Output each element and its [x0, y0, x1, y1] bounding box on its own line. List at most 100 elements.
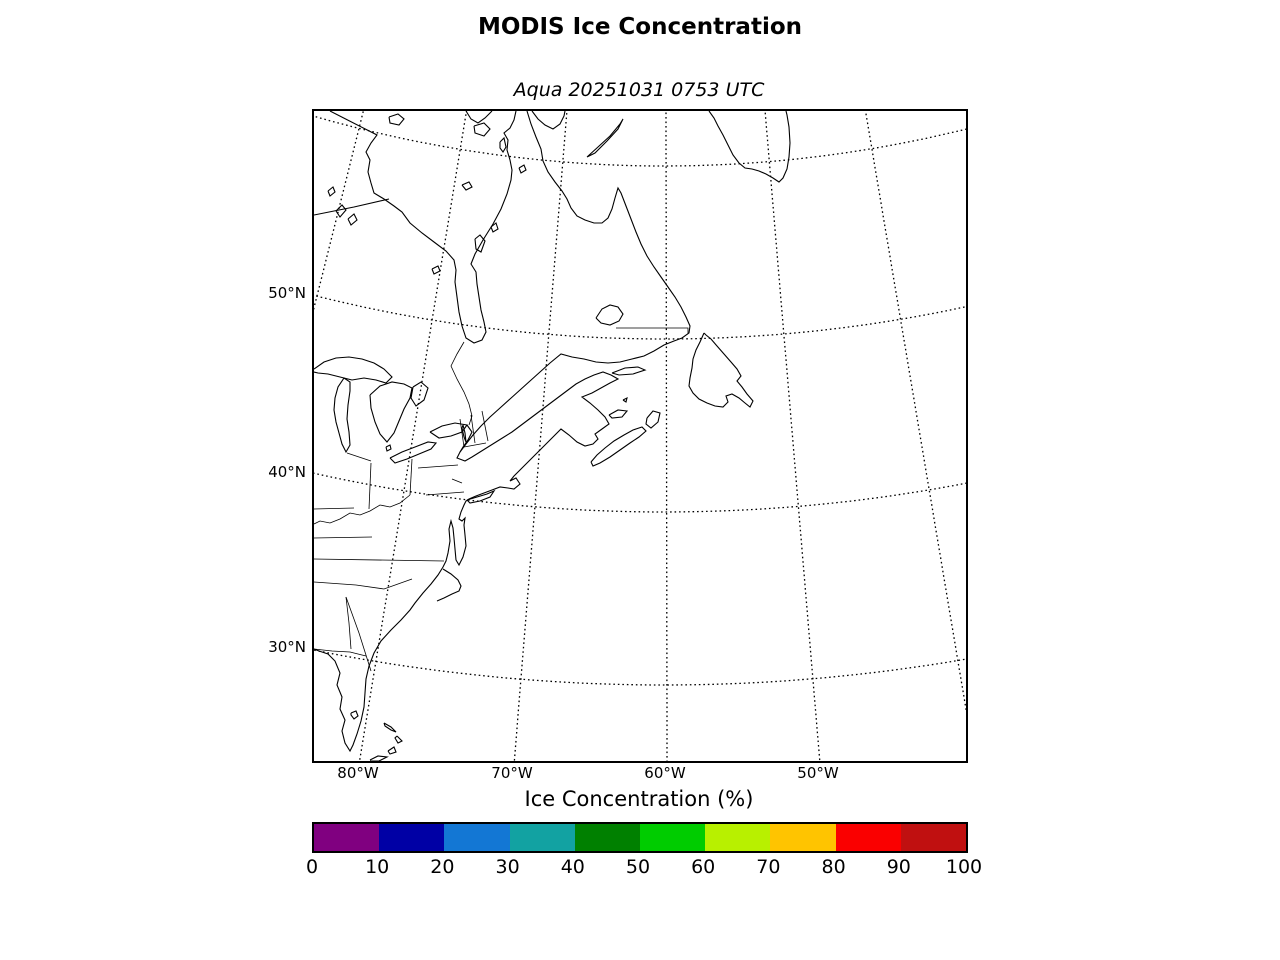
coastline — [611, 366, 647, 376]
coastline — [410, 381, 429, 407]
graticule-meridian — [764, 111, 821, 761]
figure-subtitle: Aqua 20251031 0753 UTC — [513, 79, 765, 101]
coastline — [387, 746, 397, 755]
graticule-parallel — [314, 294, 966, 340]
coastline — [350, 710, 359, 720]
coastline — [388, 113, 405, 126]
coastline — [466, 489, 496, 504]
lat-tick-label: 50°N — [268, 284, 306, 302]
graticule-meridian — [513, 111, 568, 761]
coastline — [389, 441, 438, 464]
map-plot — [312, 109, 968, 763]
political-border — [481, 410, 489, 442]
political-border — [450, 341, 473, 426]
coastline — [461, 424, 467, 443]
coastline — [329, 111, 517, 344]
political-border — [314, 536, 373, 539]
coastline — [518, 164, 527, 174]
lat-tick-label: 40°N — [268, 463, 306, 481]
colorbar-segment — [574, 824, 641, 851]
graticule-parallel — [314, 649, 966, 686]
coastline — [608, 409, 629, 419]
coastline — [473, 122, 491, 137]
political-border — [314, 558, 445, 562]
political-border — [345, 596, 372, 672]
political-border — [409, 458, 413, 496]
coastline — [708, 111, 791, 183]
graticule-meridian — [314, 111, 365, 311]
political-border — [425, 491, 465, 496]
colorbar-tick-label: 10 — [365, 856, 390, 878]
coastline — [327, 186, 336, 197]
colorbar-segment — [640, 824, 706, 851]
colorbar-title: Ice Concentration (%) — [524, 787, 754, 811]
coastline — [369, 381, 413, 443]
political-border — [314, 494, 411, 525]
colorbar-segment — [900, 824, 967, 851]
political-border — [314, 578, 413, 590]
colorbar-tick-label: 20 — [430, 856, 455, 878]
coastline — [431, 265, 441, 275]
colorbar — [312, 822, 968, 853]
coastline — [645, 410, 661, 429]
coastline — [622, 396, 628, 403]
coastline — [333, 377, 351, 454]
graticule-parallel — [314, 115, 966, 167]
colorbar-tick-label: 0 — [305, 856, 319, 878]
coastline — [383, 722, 397, 733]
colorbar-tick-label: 40 — [560, 856, 585, 878]
figure-title: MODIS Ice Concentration — [477, 14, 803, 40]
colorbar-tick-label: 30 — [495, 856, 520, 878]
lon-tick-label: 70°W — [491, 764, 533, 782]
coastline — [394, 735, 403, 744]
colorbar-segment — [509, 824, 575, 851]
lon-tick-label: 80°W — [337, 764, 379, 782]
coastline — [688, 332, 754, 408]
coastline — [590, 426, 647, 467]
coastline — [465, 111, 493, 124]
coastline — [490, 222, 499, 233]
coastline — [385, 444, 392, 452]
coastline — [429, 422, 468, 439]
coastline — [347, 213, 358, 226]
lon-tick-label: 60°W — [644, 764, 686, 782]
coastline — [499, 136, 507, 153]
political-border — [345, 596, 352, 650]
coastline — [459, 424, 473, 453]
coastline — [314, 198, 390, 216]
coastline — [314, 356, 393, 384]
political-border — [417, 464, 459, 469]
colorbar-segment — [379, 824, 445, 851]
coastline — [474, 234, 486, 253]
political-border — [314, 648, 367, 657]
coastline — [531, 111, 566, 130]
graticule-meridian — [358, 111, 468, 761]
coastline — [369, 755, 389, 761]
colorbar-tick-label: 80 — [821, 856, 846, 878]
colorbar-tick-label: 60 — [691, 856, 716, 878]
graticule-meridian — [864, 111, 966, 714]
coastline — [595, 304, 624, 326]
colorbar-tick-label: 70 — [756, 856, 781, 878]
colorbar-segment — [705, 824, 771, 851]
political-border — [616, 327, 689, 334]
political-border — [368, 462, 372, 510]
coastline — [586, 118, 624, 158]
colorbar-segment — [314, 824, 380, 851]
political-border — [470, 414, 476, 444]
political-border — [346, 452, 372, 462]
political-border — [314, 507, 355, 510]
coastline — [335, 204, 347, 218]
lon-tick-label: 50°W — [797, 764, 839, 782]
coastline — [461, 181, 473, 191]
colorbar-tick-label: 100 — [945, 856, 983, 878]
colorbar-tick-label: 50 — [625, 856, 651, 878]
coastline — [436, 568, 462, 602]
colorbar-segment — [770, 824, 836, 851]
political-border — [451, 478, 463, 484]
coastline — [314, 111, 691, 753]
political-border — [463, 442, 487, 448]
colorbar-segment — [835, 824, 901, 851]
political-border — [459, 418, 465, 448]
